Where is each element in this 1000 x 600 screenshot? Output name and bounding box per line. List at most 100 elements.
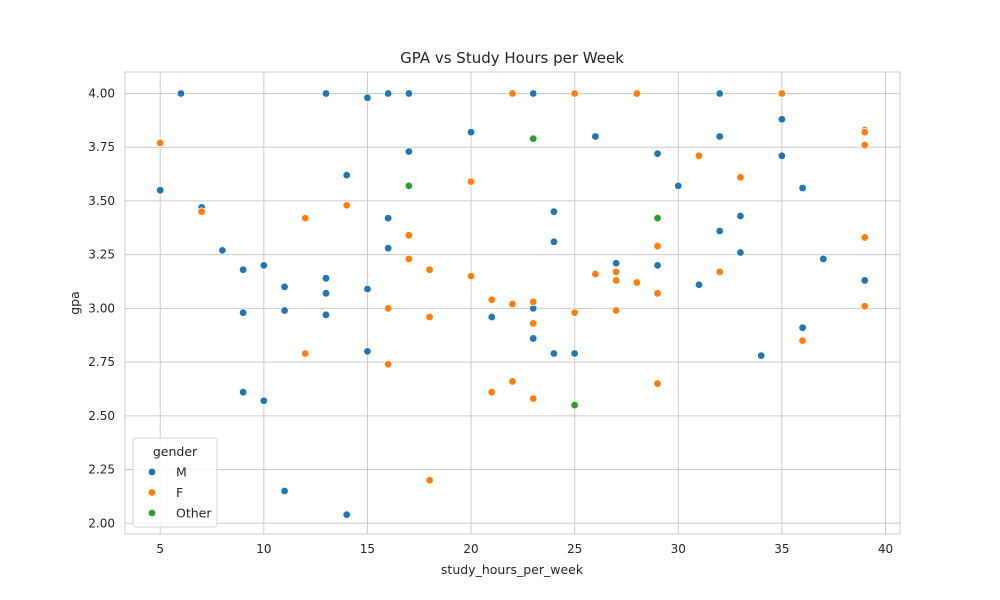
data-point-m (529, 334, 538, 343)
data-points (156, 89, 869, 519)
data-point-m (466, 127, 476, 137)
legend-items: MF Other (147, 465, 212, 521)
data-point-m (342, 170, 351, 180)
data-point-f (425, 312, 434, 322)
data-point-f (425, 476, 434, 485)
data-point-f (798, 336, 807, 345)
data-point-m (259, 261, 269, 270)
data-point-m (777, 115, 787, 124)
data-point-f (487, 387, 496, 397)
data-point-m (383, 89, 393, 98)
data-point-f (632, 278, 642, 287)
legend-marker-f (147, 488, 157, 497)
data-point-m (715, 226, 724, 236)
data-point-f (301, 213, 310, 223)
data-point-m (694, 280, 704, 289)
x-tick-label: 30 (671, 542, 686, 556)
legend-label-m: M (176, 465, 187, 480)
data-point-m (156, 185, 165, 195)
data-point-m (756, 351, 766, 360)
data-point-m (238, 387, 248, 397)
data-point-m (736, 211, 745, 221)
y-tick-label: 2.00 (88, 516, 115, 530)
data-point-m (404, 89, 414, 98)
x-tick-label: 15 (360, 542, 375, 556)
data-point-m (176, 89, 186, 98)
data-point-m (777, 151, 787, 161)
x-tick-label: 40 (878, 542, 893, 556)
data-point-other (653, 213, 662, 223)
data-point-m (259, 396, 269, 405)
data-point-f (736, 173, 745, 182)
legend-label-f: F (176, 485, 183, 500)
data-point-f (611, 267, 621, 277)
data-point-m (819, 254, 828, 264)
data-point-m (321, 89, 331, 98)
data-point-f (529, 297, 538, 307)
data-point-f (487, 295, 496, 304)
data-point-f (591, 269, 600, 279)
data-point-f (342, 201, 351, 210)
data-point-m (280, 282, 289, 292)
chart-title: GPA vs Study Hours per Week (400, 49, 624, 67)
data-point-f (383, 304, 393, 313)
x-tick-label: 10 (256, 542, 271, 556)
y-tick-label: 2.25 (88, 463, 115, 477)
data-point-f (197, 207, 206, 216)
x-axis-label: study_hours_per_week (441, 562, 584, 577)
data-point-other (404, 181, 414, 191)
y-tick-label: 3.50 (88, 194, 115, 208)
data-point-m (404, 147, 414, 156)
data-point-m (674, 181, 683, 191)
data-point-m (798, 323, 807, 332)
data-point-m (549, 207, 559, 216)
legend-title: gender (153, 444, 198, 459)
data-point-f (860, 140, 869, 150)
data-point-f (156, 138, 165, 148)
data-point-m (715, 89, 724, 98)
data-point-other (529, 134, 538, 143)
data-point-f (404, 254, 414, 264)
data-point-f (715, 267, 724, 277)
data-point-f (632, 89, 642, 98)
data-point-f (653, 241, 662, 251)
data-point-f (777, 89, 787, 98)
y-tick-label: 2.75 (88, 355, 115, 369)
data-point-f (611, 306, 621, 315)
x-tick-label: 5 (156, 542, 164, 556)
y-tick-label: 2.50 (88, 409, 115, 423)
data-point-m (238, 265, 248, 274)
data-point-m (653, 149, 662, 158)
data-point-m (363, 284, 372, 294)
data-point-f (508, 299, 517, 309)
data-point-f (570, 89, 579, 98)
data-point-m (611, 259, 621, 268)
data-point-m (570, 349, 579, 358)
data-point-m (321, 310, 331, 320)
data-point-m (860, 276, 869, 285)
data-point-f (860, 302, 869, 311)
legend-label-other: Other (176, 506, 212, 521)
data-point-m (383, 213, 393, 223)
data-point-m (280, 306, 289, 315)
data-point-m (653, 261, 662, 270)
data-point-m (238, 308, 248, 317)
data-point-m (715, 132, 724, 141)
data-point-f (301, 349, 310, 358)
data-point-f (653, 379, 662, 388)
data-point-f (860, 127, 869, 137)
data-point-f (404, 231, 414, 240)
data-point-m (280, 486, 289, 496)
data-point-f (611, 276, 621, 285)
plot-frame (124, 71, 901, 535)
data-point-f (508, 89, 517, 98)
data-point-m (487, 312, 496, 322)
data-point-m (342, 510, 351, 519)
data-point-f (694, 151, 704, 161)
legend-marker-m (147, 467, 157, 477)
data-point-f (529, 319, 538, 328)
y-axis-label: gpa (67, 291, 82, 315)
data-point-m (383, 244, 393, 253)
data-point-m (218, 246, 227, 255)
